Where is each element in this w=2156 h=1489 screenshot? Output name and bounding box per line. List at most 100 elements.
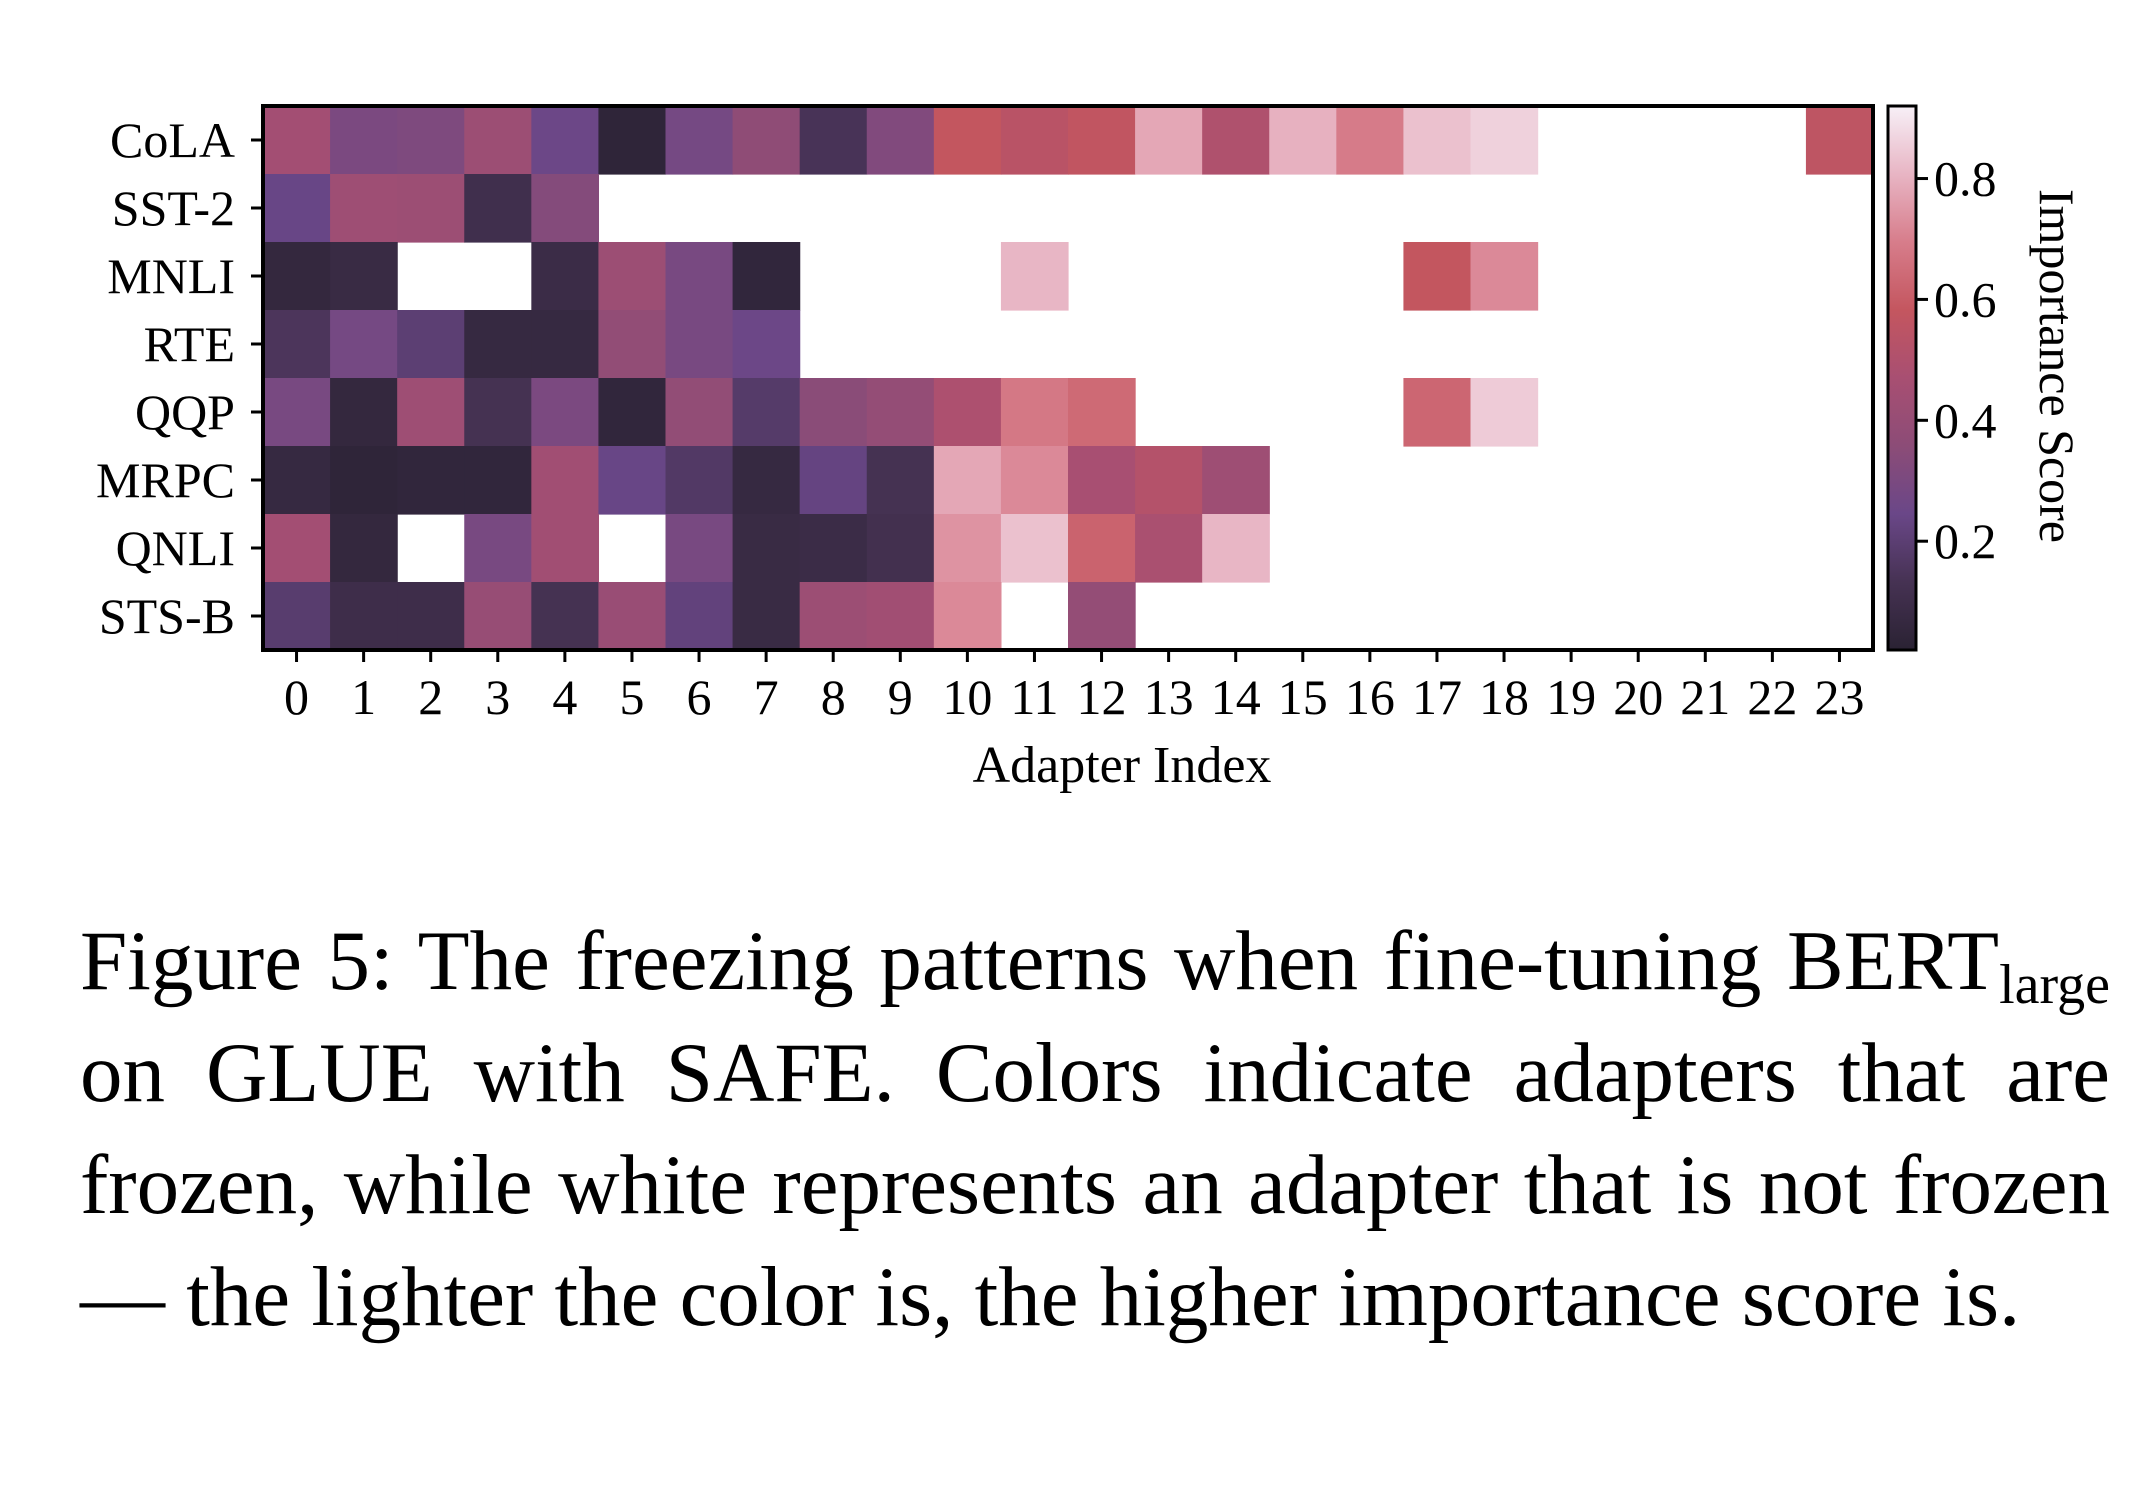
x-tick-label: 7	[754, 669, 779, 725]
heatmap-cell	[397, 106, 465, 175]
colorbar-label: Importance Score	[2029, 189, 2085, 543]
heatmap-cell	[933, 446, 1002, 515]
heatmap-cell	[1135, 514, 1203, 583]
heatmap-cell	[866, 582, 935, 651]
y-tick-label: STS-B	[99, 588, 235, 644]
heatmap-cell	[665, 242, 734, 311]
y-tick-label: SST-2	[112, 180, 235, 236]
heatmap-cell	[933, 514, 1002, 583]
heatmap-cell	[732, 242, 801, 311]
x-tick-label: 5	[619, 669, 644, 725]
caption-bert: BERT	[1786, 914, 2000, 1008]
x-tick-label: 20	[1613, 669, 1663, 725]
heatmap-cell	[397, 310, 465, 379]
x-tick-labels: 0 1 2 3 4 5 6 7 8 9 10 11 12 13 14 15 16 17 18 19 20 21 22 23	[284, 650, 1864, 725]
heatmap-cell	[263, 378, 331, 447]
heatmap-cell	[598, 446, 667, 515]
heatmap-cell	[330, 378, 398, 447]
x-tick-label: 10	[942, 669, 992, 725]
heatmap-cell	[732, 310, 801, 379]
heatmap-cell	[665, 378, 734, 447]
heatmap-cell	[1135, 446, 1203, 515]
colorbar-ticks: 0.2 0.4 0.6 0.8	[1916, 151, 1997, 569]
heatmap-cell	[397, 378, 465, 447]
heatmap-cell	[464, 378, 532, 447]
heatmap-cell	[397, 174, 465, 243]
x-tick-label: 17	[1412, 669, 1462, 725]
heatmap-cell	[330, 446, 398, 515]
heatmap-cell	[263, 514, 331, 583]
heatmap-cell	[1068, 582, 1136, 651]
colorbar-tick-label: 0.8	[1934, 151, 1997, 207]
heatmap-cell	[665, 582, 734, 651]
heatmap-cell	[1470, 378, 1539, 447]
x-tick-label: 8	[821, 669, 846, 725]
heatmap-cell	[1068, 446, 1136, 515]
heatmap-cell	[1202, 514, 1270, 583]
y-tick-label: MRPC	[96, 452, 235, 508]
heatmap-cell	[330, 514, 398, 583]
heatmap-cell	[1470, 106, 1539, 175]
colorbar-tick-label: 0.6	[1934, 271, 1997, 327]
heatmap-cells	[263, 106, 1874, 651]
heatmap-cell	[665, 514, 734, 583]
heatmap-cell	[464, 582, 532, 651]
heatmap-cell	[464, 106, 532, 175]
x-tick-label: 21	[1680, 669, 1730, 725]
heatmap-cell	[866, 106, 935, 175]
heatmap-cell	[263, 310, 331, 379]
heatmap-cell	[531, 378, 600, 447]
heatmap-cell	[799, 514, 868, 583]
heatmap-cell	[1000, 514, 1069, 583]
heatmap-cell	[1269, 106, 1337, 175]
heatmap-cell	[598, 378, 667, 447]
x-tick-label: 12	[1077, 669, 1127, 725]
heatmap-cell	[598, 106, 667, 175]
heatmap-cell	[263, 446, 331, 515]
x-tick-label: 14	[1211, 669, 1261, 725]
caption-rest: on GLUE with SAFE. Colors indicate adapt…	[80, 1026, 2110, 1344]
x-axis-label: Adapter Index	[973, 737, 1272, 794]
heatmap-cell	[1000, 106, 1069, 175]
x-tick-label: 0	[284, 669, 309, 725]
heatmap-cell	[665, 106, 734, 175]
heatmap-cell	[531, 106, 600, 175]
heatmap-cell	[263, 106, 331, 175]
heatmap-cell	[263, 174, 331, 243]
heatmap-cell	[866, 446, 935, 515]
heatmap-cell	[330, 242, 398, 311]
x-tick-label: 6	[687, 669, 712, 725]
x-tick-label: 1	[351, 669, 376, 725]
x-tick-label: 23	[1814, 669, 1864, 725]
x-tick-label: 9	[888, 669, 913, 725]
x-tick-label: 4	[552, 669, 577, 725]
heatmap-cell	[866, 378, 935, 447]
colorbar-tick-label: 0.2	[1934, 513, 1997, 569]
x-tick-label: 16	[1345, 669, 1395, 725]
heatmap-cell	[1403, 242, 1472, 311]
x-tick-label: 18	[1479, 669, 1529, 725]
y-tick-label: MNLI	[107, 248, 235, 304]
heatmap-cell	[1000, 242, 1069, 311]
heatmap-cell	[732, 514, 801, 583]
heatmap-cell	[665, 310, 734, 379]
heatmap-cell	[933, 378, 1002, 447]
heatmap-cell	[1805, 106, 1874, 175]
x-tick-label: 11	[1010, 669, 1058, 725]
heatmap-cell	[531, 582, 600, 651]
heatmap-cell	[799, 106, 868, 175]
heatmap-cell	[263, 242, 331, 311]
heatmap-cell	[1068, 378, 1136, 447]
caption-subscript: large	[1999, 954, 2110, 1016]
heatmap-cell	[1336, 106, 1405, 175]
heatmap-cell	[732, 106, 801, 175]
heatmap-cell	[598, 582, 667, 651]
heatmap-cell	[1403, 378, 1472, 447]
heatmap-cell	[1135, 106, 1203, 175]
heatmap-cell	[1068, 106, 1136, 175]
heatmap-cell	[1000, 446, 1069, 515]
heatmap-cell	[732, 378, 801, 447]
heatmap-cell	[799, 582, 868, 651]
heatmap-cell	[1403, 106, 1472, 175]
